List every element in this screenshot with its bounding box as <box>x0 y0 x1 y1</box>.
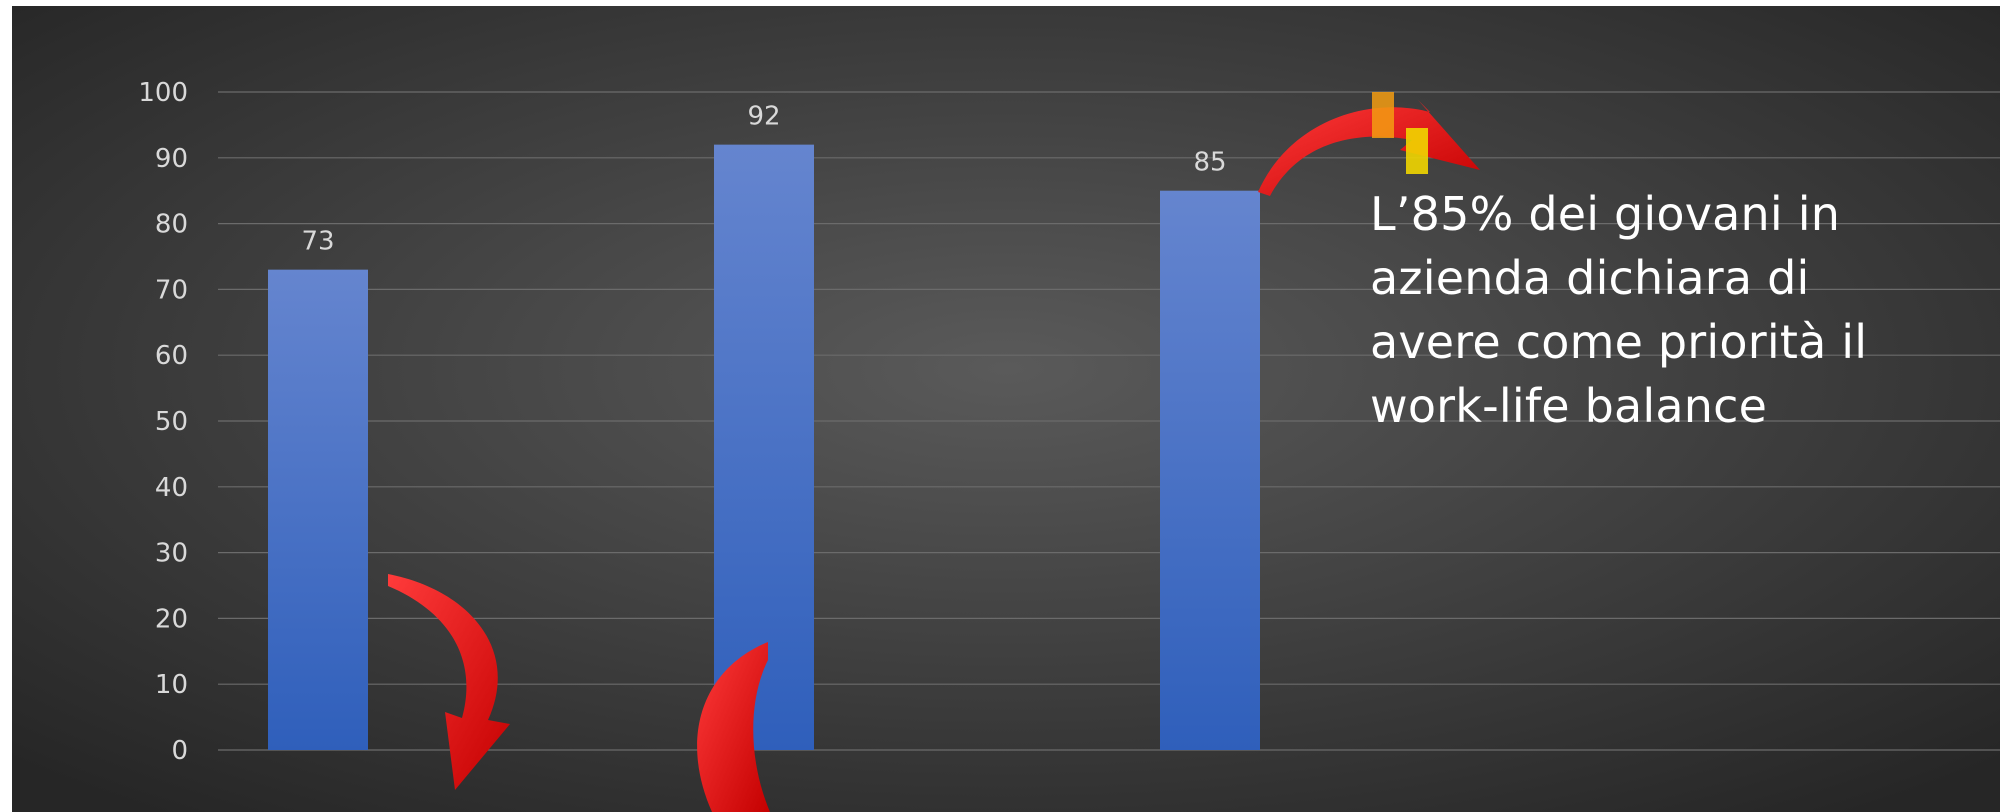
bar <box>268 269 368 750</box>
y-axis-ticks: 0 10 20 30 40 50 60 70 80 90 100 <box>138 78 188 766</box>
curved-arrow-icon <box>1258 100 1480 196</box>
yellow-mark <box>1406 128 1428 174</box>
y-tick-label: 90 <box>155 144 188 174</box>
y-tick-label: 0 <box>171 736 188 766</box>
y-tick-label: 100 <box>138 78 188 108</box>
y-tick-label: 70 <box>155 275 188 305</box>
y-tick-label: 40 <box>155 473 188 503</box>
data-labels: 73 92 85 <box>301 102 1226 257</box>
bar <box>1160 190 1260 750</box>
data-label: 92 <box>747 102 780 132</box>
annotation-text: L’85% dei giovani in azienda dichiara di… <box>1370 187 1868 433</box>
y-tick-label: 30 <box>155 539 188 569</box>
y-tick-label: 20 <box>155 604 188 634</box>
curved-arrow-icon <box>388 574 510 790</box>
data-label: 85 <box>1193 148 1226 178</box>
y-tick-label: 60 <box>155 341 188 371</box>
orange-mark <box>1372 92 1394 138</box>
curved-arrow-icon <box>697 642 770 812</box>
y-tick-label: 10 <box>155 670 188 700</box>
data-label: 73 <box>301 227 334 257</box>
gridlines <box>218 91 2000 751</box>
y-tick-label: 50 <box>155 407 188 437</box>
y-tick-label: 80 <box>155 210 188 240</box>
